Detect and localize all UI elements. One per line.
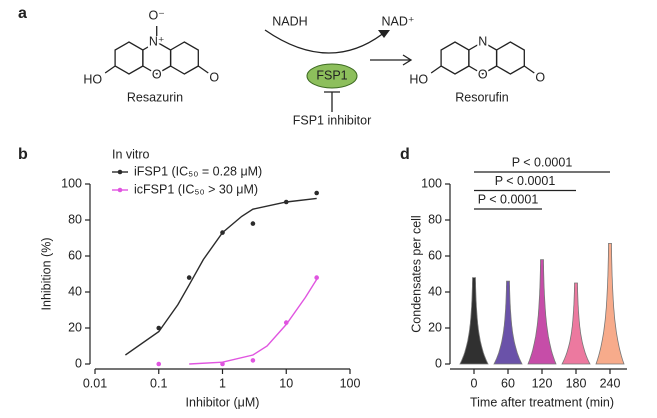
y-tick-label: 40 [68,284,82,298]
fit-line [189,279,318,365]
substrate: Resazurin [127,90,183,104]
ring [495,41,525,75]
scheme: a Resazurin Resorufin NADH NAD⁺ FSP1 FSP… [18,5,509,127]
x-tick-label: 10 [279,376,293,390]
legend-label: icFSP1 (IC₅₀ > 30 μM) [134,182,258,196]
x-tick-label: 0.1 [150,376,167,390]
atom: N⁺ [149,34,165,48]
x-axis-label: Inhibitor (μM) [186,395,260,409]
y-tick-label: 80 [68,212,82,226]
bond [104,65,116,74]
y-tick-label: 20 [68,320,82,334]
y-tick-label: 0 [435,356,442,370]
enzyme: FSP1 [316,68,347,82]
legend-label: iFSP1 (IC₅₀ = 0.28 μM) [134,164,262,178]
data-point [156,325,162,331]
significance-label: P < 0.0001 [478,192,539,206]
y-tick-label: 100 [61,176,82,190]
ring [169,41,199,75]
y-axis-label: Condensates per cell [409,215,423,332]
legend-dot [117,187,123,193]
violin [527,259,557,365]
data-point [250,358,256,363]
reaction-arrow [264,29,386,54]
significance-label: P < 0.0001 [495,174,556,188]
x-tick-label: 0.01 [83,376,107,390]
data-point [314,275,319,280]
fit-line [124,197,317,356]
panel-label: d [400,146,410,163]
significance-label: P < 0.0001 [512,155,573,169]
x-tick-label: 100 [340,376,361,390]
atom: O [478,67,488,81]
atom: O [152,67,162,81]
atom: O⁻ [149,8,165,22]
panel-label: b [18,146,28,163]
atom: HO [409,72,428,86]
violin [561,282,591,365]
atom: HO [83,72,102,86]
violin [459,277,489,365]
y-tick-label: 40 [428,284,442,298]
violin [493,280,523,365]
atom: O [535,70,545,84]
data-point [283,199,289,205]
arrow-head [378,30,390,38]
bond [197,65,209,74]
y-tick-label: 20 [428,320,442,334]
y-axis-label: Inhibition (%) [39,238,53,311]
x-tick-label: 120 [532,376,553,390]
atom: O [209,70,219,84]
bond [523,65,535,74]
y-tick-label: 0 [75,356,82,370]
data-point [220,361,225,367]
x-axis-label: Time after treatment (min) [470,395,614,409]
x-tick-label: 60 [501,376,515,390]
data-point [250,221,256,226]
data-point [220,230,225,235]
x-tick-label: 1 [219,376,226,390]
legend-title: In vitro [112,147,150,161]
y-tick-label: 80 [428,212,442,226]
y-tick-label: 60 [68,248,82,262]
bond [430,65,442,74]
x-tick-label: 180 [566,376,587,390]
legend-dot [117,169,123,175]
ring [440,41,470,75]
inhibitor: FSP1 inhibitor [293,113,372,127]
cofactor-out: NAD⁺ [382,14,415,28]
atom: N [478,34,487,48]
x-tick-label: 0 [471,376,478,390]
inhibition-arrow [324,91,340,112]
violin [595,242,625,365]
enzyme-shape [306,63,358,89]
data-point [156,361,162,367]
y-tick-label: 60 [428,248,442,262]
data-point [186,275,192,280]
data-point [283,320,289,325]
panel-label: a [18,5,27,22]
product-arrow [370,54,413,66]
data-point [314,190,319,196]
ring [114,41,144,75]
product: Resorufin [455,90,509,104]
x-tick-label: 240 [600,376,621,390]
y-tick-label: 100 [421,176,442,190]
cofactor-in: NADH [272,14,307,28]
